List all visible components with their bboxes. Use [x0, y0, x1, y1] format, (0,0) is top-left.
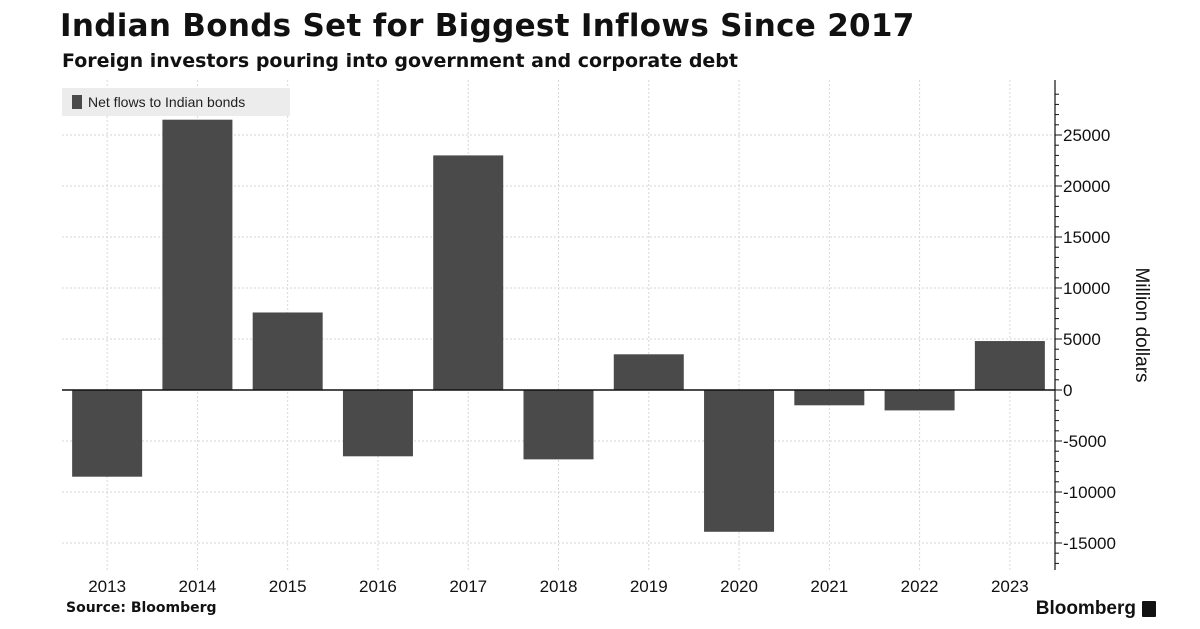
- bar-2019: [613, 354, 684, 390]
- x-tick-label: 2022: [901, 577, 939, 596]
- bar-2013: [72, 390, 143, 477]
- x-tick-label: 2015: [269, 577, 307, 596]
- bar-2021: [794, 390, 865, 406]
- brand-name: Bloomberg: [1035, 598, 1136, 619]
- y-axis-title: Million dollars: [1131, 267, 1152, 382]
- x-tick-label: 2023: [991, 577, 1029, 596]
- bar-2015: [252, 312, 323, 390]
- bloomberg-terminal-icon: [1142, 601, 1156, 617]
- y-tick-label: -15000: [1063, 534, 1116, 553]
- y-tick-label: 15000: [1063, 228, 1110, 247]
- x-tick-label: 2016: [359, 577, 397, 596]
- bar-2020: [704, 390, 775, 532]
- y-tick-label: -5000: [1063, 432, 1106, 451]
- source-note: Source: Bloomberg: [66, 600, 217, 616]
- legend-label: Net flows to Indian bonds: [88, 94, 246, 110]
- bar-2023: [974, 341, 1045, 390]
- chart-subtitle: Foreign investors pouring into governmen…: [62, 50, 738, 72]
- x-tick-label: 2021: [810, 577, 848, 596]
- x-tick-label: 2013: [88, 577, 126, 596]
- chart-title: Indian Bonds Set for Biggest Inflows Sin…: [60, 8, 915, 44]
- bar-2016: [342, 390, 413, 457]
- bars: [72, 119, 1045, 532]
- x-tick-label: 2018: [540, 577, 578, 596]
- bar-2017: [433, 155, 504, 390]
- y-tick-label: 0: [1063, 381, 1072, 400]
- y-tick-label: 25000: [1063, 126, 1110, 145]
- y-tick-label: 10000: [1063, 279, 1110, 298]
- bar-2018: [523, 390, 594, 460]
- brand-logo: Bloomberg: [1036, 598, 1156, 620]
- bar-2014: [162, 119, 233, 390]
- y-axis: 25000 20000 15000 10000 5000 0 -5000 -10000 -150…: [62, 80, 1116, 570]
- y-tick-label: 5000: [1063, 330, 1101, 349]
- x-axis-labels: 2013 2014 2015 2016 2017 2018 2019 2020 2021 2022…: [88, 577, 1029, 596]
- x-tick-label: 2019: [630, 577, 668, 596]
- x-tick-label: 2017: [449, 577, 487, 596]
- bar-2022: [884, 390, 955, 411]
- x-tick-label: 2020: [720, 577, 758, 596]
- legend-swatch: [72, 95, 82, 109]
- y-tick-label: 20000: [1063, 177, 1110, 196]
- y-tick-label: -10000: [1063, 483, 1116, 502]
- x-tick-label: 2014: [178, 577, 216, 596]
- legend: Net flows to Indian bonds: [62, 88, 290, 116]
